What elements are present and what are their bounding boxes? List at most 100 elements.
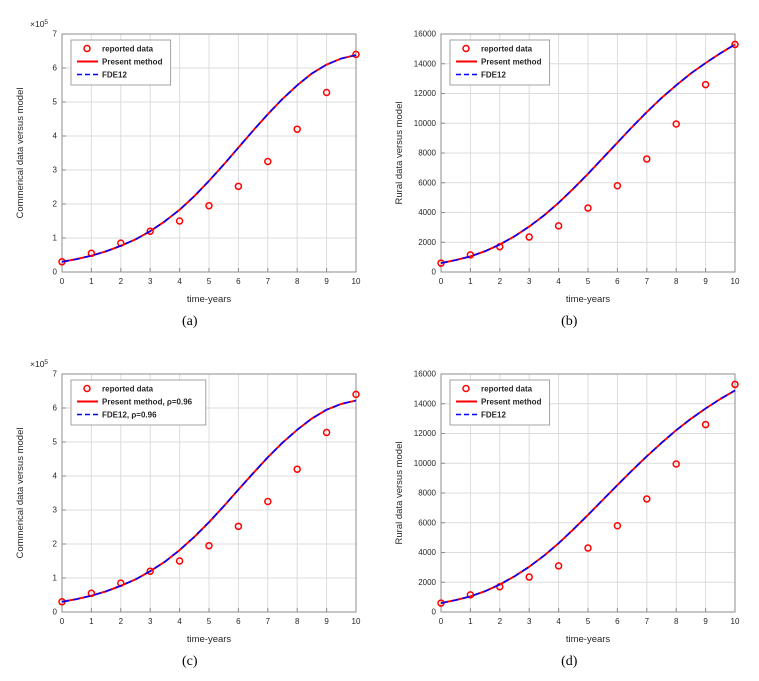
x-tick-label: 8 — [674, 617, 679, 626]
x-tick-label: 10 — [351, 277, 360, 286]
data-point-marker — [146, 567, 154, 575]
x-tick-label: 1 — [468, 277, 473, 286]
y-tick-label: 0 — [52, 608, 57, 617]
y-tick-label: 7 — [52, 370, 57, 379]
x-tick-label: 2 — [118, 617, 123, 626]
y-tick-label: 10000 — [414, 459, 437, 468]
x-tick-label: 7 — [645, 617, 650, 626]
x-tick-label: 7 — [645, 277, 650, 286]
y-scale-label: ×105 — [30, 19, 48, 29]
x-tick-label: 10 — [351, 617, 360, 626]
data-point-marker — [702, 80, 710, 89]
legend-label: FDE12, ρ=0.96 — [102, 411, 157, 420]
subplot-a: 0 1 2 3 4 5 6 7 8 9 10 0 1 2 3 4 5 6 7 time-years Commerical… — [0, 12, 380, 330]
y-tick-label: 6000 — [418, 178, 436, 187]
subplot-a-caption: (a) — [181, 314, 198, 329]
y-tick-label: 0 — [432, 608, 437, 617]
legend-marker-icon — [462, 384, 470, 393]
y-tick-label: 4000 — [418, 208, 436, 217]
subplot-b-caption: (b) — [561, 314, 578, 329]
x-tick-label: 5 — [207, 277, 212, 286]
legend-label: Present method — [102, 58, 163, 67]
x-tick-label: 9 — [704, 277, 709, 286]
x-tick-label: 1 — [89, 277, 94, 286]
y-tick-label: 12000 — [414, 429, 437, 438]
y-tick-label: 6 — [52, 64, 57, 73]
data-point-marker — [322, 428, 331, 437]
x-tick-label: 9 — [324, 277, 329, 286]
y-tick-label: 4 — [52, 472, 57, 481]
y-tick-label: 3 — [52, 166, 57, 175]
x-axis-label: time-years — [566, 294, 611, 305]
data-point-marker — [352, 50, 360, 59]
y-tick-label: 12000 — [414, 89, 437, 98]
x-tick-label: 4 — [557, 617, 562, 626]
x-tick-label: 2 — [498, 277, 503, 286]
chart-b: 0 1 2 3 4 5 6 7 8 9 10 0 2000 4000 6000 8000 10000 12000 1… — [394, 30, 740, 306]
x-tick-label: 3 — [527, 617, 532, 626]
data-point-marker — [322, 88, 331, 97]
data-point-marker — [731, 380, 739, 389]
data-point-marker — [555, 222, 563, 230]
chart-a: 0 1 2 3 4 5 6 7 8 9 10 0 1 2 3 4 5 6 7 time-years Commerical… — [15, 19, 361, 305]
data-point-marker — [643, 495, 651, 503]
legend-label: Present method — [481, 58, 542, 67]
legend-label: FDE12 — [102, 71, 127, 80]
x-tick-label: 10 — [731, 617, 740, 626]
legend-label: FDE12 — [481, 71, 506, 80]
x-tick-label: 1 — [89, 617, 94, 626]
legend-marker-icon — [83, 384, 91, 393]
y-tick-label: 14000 — [414, 59, 437, 68]
x-tick-label: 3 — [527, 277, 532, 286]
x-tick-label: 5 — [586, 617, 591, 626]
legend-box — [70, 379, 207, 426]
x-tick-label: 9 — [704, 617, 709, 626]
x-tick-label: 9 — [324, 617, 329, 626]
x-axis-label: time-years — [566, 634, 611, 645]
series-line — [441, 389, 736, 604]
x-axis-label: time-years — [187, 294, 232, 305]
x-tick-label: 10 — [731, 277, 740, 286]
data-point-marker — [613, 521, 622, 530]
x-tick-label: 3 — [148, 277, 153, 286]
y-tick-label: 4 — [52, 132, 57, 141]
data-point-marker — [205, 201, 213, 210]
y-tick-label: 16000 — [414, 30, 437, 39]
legend-label: FDE12 — [481, 411, 506, 420]
y-tick-label: 2 — [52, 200, 57, 209]
x-tick-label: 3 — [148, 617, 153, 626]
y-scale-label: ×105 — [30, 359, 48, 369]
x-tick-label: 0 — [60, 617, 65, 626]
y-tick-label: 5 — [52, 98, 57, 107]
x-tick-label: 0 — [439, 617, 444, 626]
y-tick-label: 8000 — [418, 149, 436, 158]
legend-marker-icon — [83, 44, 91, 53]
y-tick-label: 3 — [52, 506, 57, 515]
subplot-b: 0 1 2 3 4 5 6 7 8 9 10 0 2000 4000 6000 8000 10000 12000 1… — [380, 12, 759, 330]
data-point-marker — [146, 227, 154, 235]
data-point-marker — [263, 157, 272, 166]
x-tick-label: 6 — [236, 617, 241, 626]
x-tick-label: 7 — [265, 617, 270, 626]
data-point-marker — [175, 217, 184, 225]
y-tick-label: 2000 — [418, 578, 436, 587]
x-tick-label: 4 — [177, 617, 182, 626]
data-point-marker — [234, 182, 242, 191]
x-axis-label: time-years — [187, 634, 232, 645]
legend-label: reported data — [481, 385, 533, 394]
legend-label: Present method — [481, 398, 542, 407]
data-point-marker — [175, 557, 184, 565]
x-tick-label: 0 — [60, 277, 65, 286]
legend-box — [449, 39, 551, 86]
y-tick-label: 2000 — [418, 238, 436, 247]
series-line — [441, 43, 736, 264]
subplot-d: 0 1 2 3 4 5 6 7 8 9 10 0 2000 4000 6000 8000 10000 12000 1… — [380, 352, 759, 670]
x-tick-label: 8 — [674, 277, 679, 286]
x-tick-label: 5 — [207, 617, 212, 626]
y-tick-label: 16000 — [414, 370, 437, 379]
y-tick-label: 8000 — [418, 489, 436, 498]
x-tick-label: 7 — [265, 277, 270, 286]
x-tick-label: 2 — [498, 617, 503, 626]
